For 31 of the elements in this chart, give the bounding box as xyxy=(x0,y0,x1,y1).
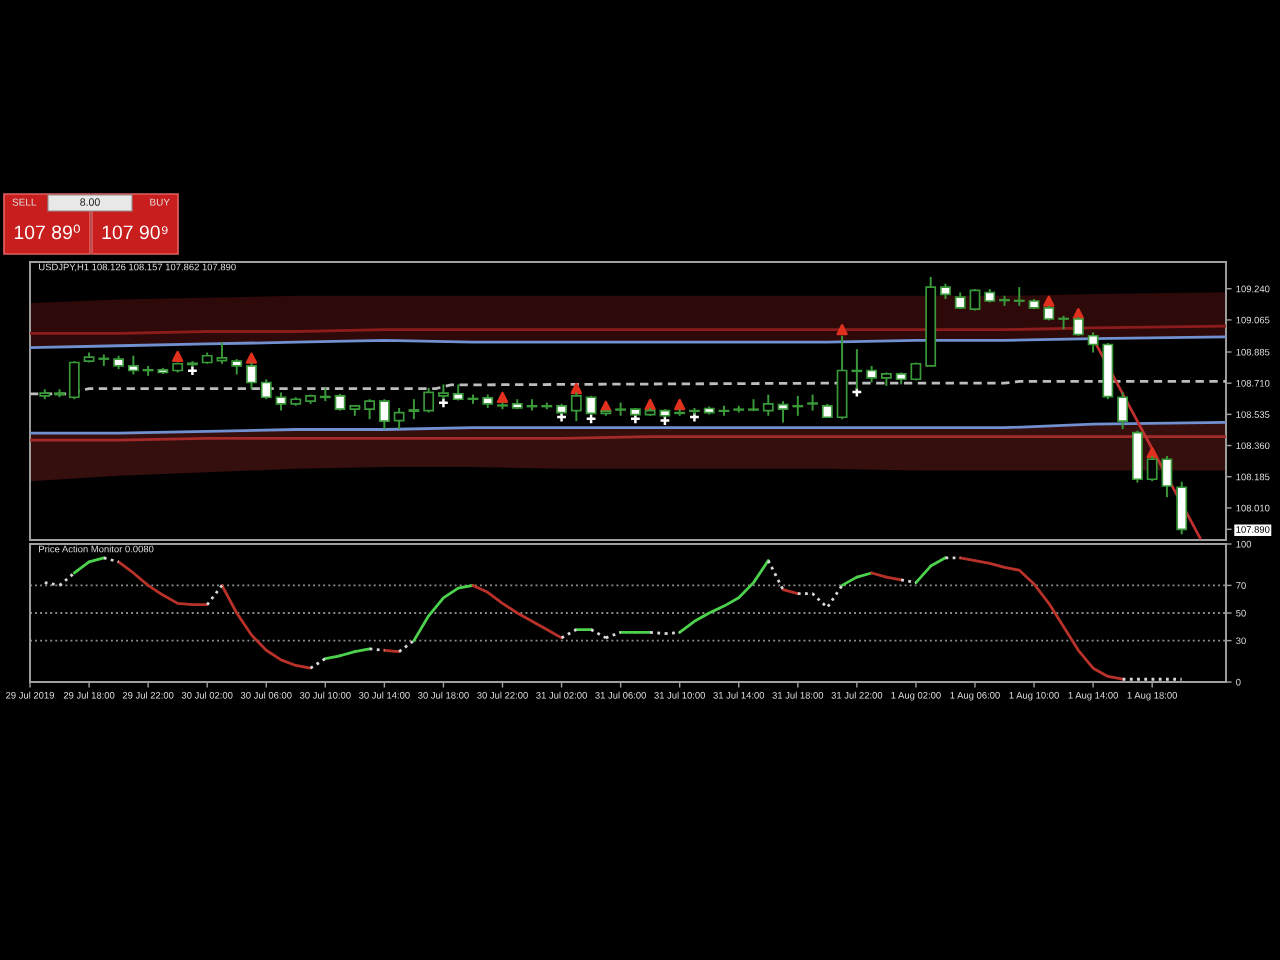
point xyxy=(1043,295,1055,307)
point xyxy=(496,391,509,404)
candlestick xyxy=(275,391,287,412)
candlestick xyxy=(127,354,139,376)
point xyxy=(570,382,582,395)
candlestick xyxy=(1161,454,1173,499)
candlestick xyxy=(260,378,272,401)
candlestick xyxy=(98,353,110,367)
point xyxy=(644,398,656,411)
candlestick xyxy=(378,398,390,431)
candlestick xyxy=(423,386,435,414)
candlestick xyxy=(393,406,405,431)
candlestick xyxy=(1176,480,1188,536)
text: 107 90⁹ xyxy=(102,225,168,240)
point xyxy=(836,324,848,336)
candlestick xyxy=(216,341,228,365)
candlestick xyxy=(68,360,80,401)
candlestick xyxy=(777,400,789,424)
candlestick xyxy=(1013,286,1025,307)
line-series xyxy=(30,380,1226,396)
point xyxy=(1146,447,1158,459)
point xyxy=(674,398,686,411)
candlestick xyxy=(1117,391,1129,431)
candlestick xyxy=(762,393,774,417)
candlestick xyxy=(792,394,804,417)
point xyxy=(245,352,258,364)
text: 107 89⁰ xyxy=(14,224,80,240)
candlestick xyxy=(364,398,376,421)
candlestick xyxy=(1131,429,1143,484)
candlestick xyxy=(408,398,420,421)
point xyxy=(172,350,184,363)
